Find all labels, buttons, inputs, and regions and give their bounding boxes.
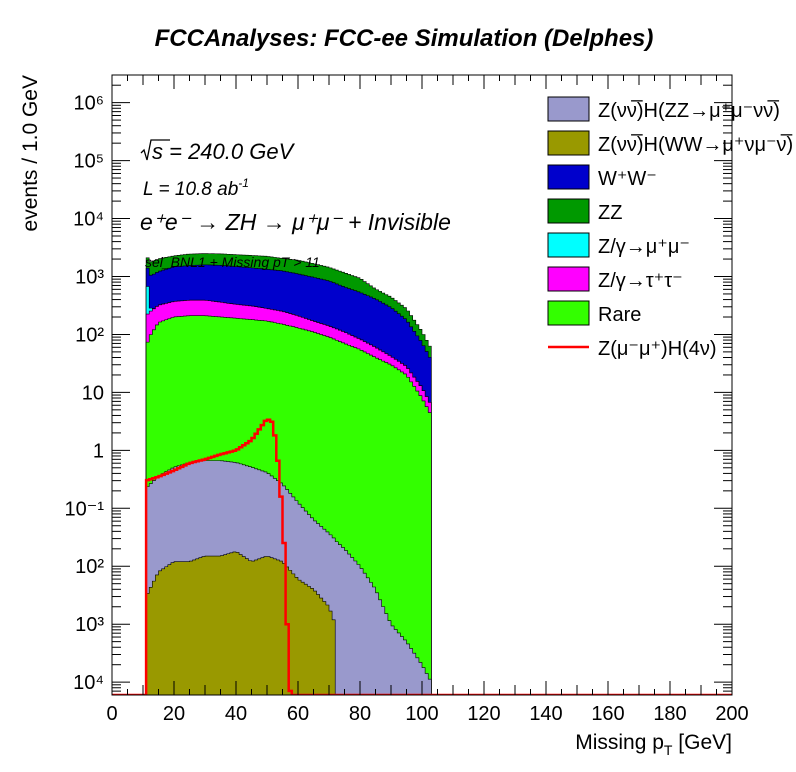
x-axis-label-unit: [GeV] <box>672 731 732 754</box>
y-tick-label: 10⁴ <box>73 209 104 231</box>
y-tick-label: 10² <box>75 556 104 578</box>
legend-swatch <box>547 198 590 224</box>
legend-label: ZZ <box>598 202 622 224</box>
x-tick-label: 180 <box>653 703 686 725</box>
y-tick-label: 10⁻¹ <box>65 498 105 520</box>
sqrt-s-annotation: s = 240.0 GeV <box>140 139 296 164</box>
legend-swatch <box>547 164 590 190</box>
y-tick-label: 10³ <box>75 266 104 288</box>
y-axis: 10⁴ 10³ 10² 10⁻¹ 1 10 10² 10³ 10⁴ 10⁵ 10⁶ <box>65 74 732 696</box>
stacked-histograms <box>112 253 732 695</box>
y-tick-label: 10⁴ <box>73 672 104 694</box>
y-tick-label: 10² <box>75 324 104 346</box>
y-tick-label: 10⁵ <box>73 151 104 173</box>
x-axis-label-main: Missing p <box>575 731 664 754</box>
process-label: e⁺e⁻ → ZH → μ⁺μ⁻ + Invisible <box>140 209 451 235</box>
legend-swatch <box>547 232 590 258</box>
legend-label: Rare <box>598 304 641 326</box>
legend-swatch <box>547 266 590 292</box>
x-axis: 0 20 40 60 80 100 120 140 160 180 200 <box>106 75 749 725</box>
legend-label: W⁺W⁻ <box>598 168 657 190</box>
x-tick-label: 20 <box>163 703 185 725</box>
x-tick-label: 40 <box>225 703 247 725</box>
x-tick-label: 80 <box>349 703 371 725</box>
sqrt-symbol <box>140 139 170 161</box>
legend-label: Z(νν̅)H(ZZ→μ⁺μ⁻νν̅) <box>598 99 780 122</box>
legend-label: Z(μ⁻μ⁺)H(4ν) <box>598 338 717 360</box>
lumi-sup: -1 <box>238 176 249 190</box>
lumi-text: L = 10.8 ab <box>143 179 238 200</box>
y-tick-label: 10 <box>82 382 104 404</box>
x-tick-label: 120 <box>467 703 500 725</box>
sqrt-s-label: s = 240.0 GeV <box>152 139 296 164</box>
x-tick-label: 140 <box>529 703 562 725</box>
y-axis-label: events / 1.0 GeV <box>19 75 42 231</box>
y-tick-label: 10⁶ <box>74 93 104 115</box>
selection-label: sel_BNL1 + Missing pT > 11 <box>145 254 320 270</box>
legend-label: Z/γ→μ⁺μ⁻ <box>598 236 690 258</box>
legend-swatch <box>547 300 590 326</box>
legend-swatch <box>547 130 590 156</box>
x-tick-label: 100 <box>405 703 438 725</box>
y-tick-label: 10³ <box>75 614 104 636</box>
signal-line <box>112 418 732 695</box>
stack-layer <box>112 551 732 695</box>
legend-swatch <box>547 96 590 122</box>
chart-title: FCCAnalyses: FCC-ee Simulation (Delphes) <box>155 25 654 52</box>
y-tick-label: 1 <box>93 440 104 462</box>
x-tick-label: 160 <box>591 703 624 725</box>
legend: Z(νν̅)H(ZZ→μ⁺μ⁻νν̅) Z(νν̅)H(WW→μ⁺νμ⁻ν̅) W⁺… <box>547 96 793 360</box>
x-axis-label: Missing pT [GeV] <box>575 731 732 758</box>
x-axis-label-sub: T <box>664 742 673 758</box>
x-tick-label: 0 <box>106 703 117 725</box>
x-tick-label: 200 <box>715 703 748 725</box>
signal-curve <box>112 418 732 695</box>
x-tick-label: 60 <box>287 703 309 725</box>
legend-label: Z/γ→τ⁺τ⁻ <box>598 270 683 292</box>
legend-label: Z(νν̅)H(WW→μ⁺νμ⁻ν̅) <box>598 133 793 156</box>
lumi-label: L = 10.8 ab-1 <box>143 176 249 200</box>
